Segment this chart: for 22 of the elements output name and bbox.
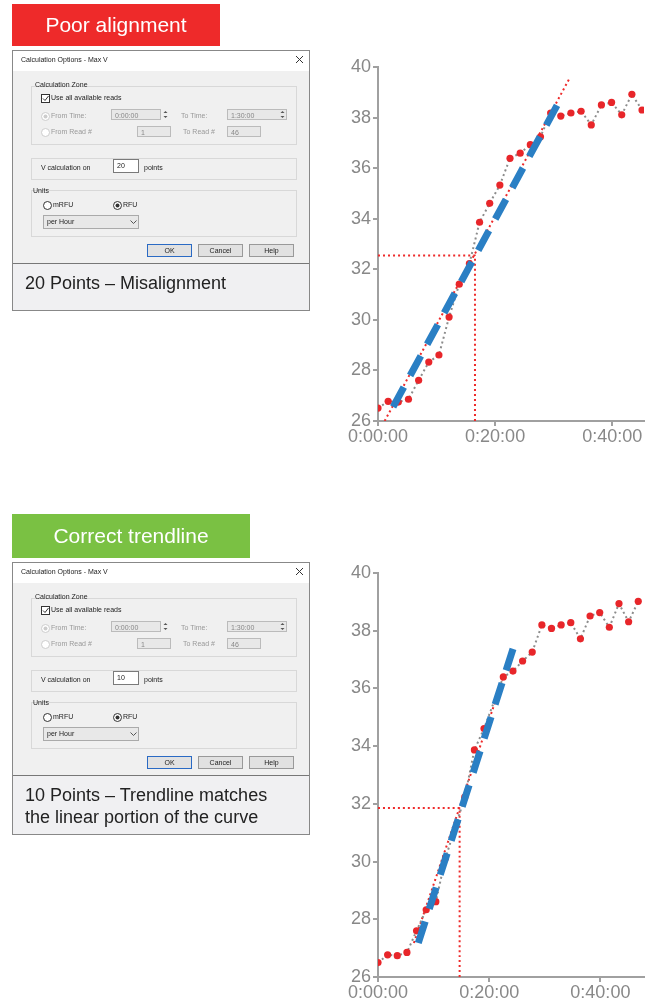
text: Poor alignment [12, 4, 220, 46]
x-tick-label: 0:40:00 [570, 981, 631, 1002]
x-tick-label: 0:40:00 [582, 425, 643, 446]
text: 10 Points – Trendline matches the linear portion of the curve [13, 776, 309, 834]
text: 20 Points – Misalignment [13, 264, 309, 310]
y-tick-label: 28 [350, 908, 371, 929]
y-tick-label: 30 [350, 850, 371, 871]
y-tick-label: 38 [350, 106, 371, 127]
y-tick-label: 36 [350, 157, 371, 178]
x-tick-label: 0:20:00 [459, 981, 520, 1002]
y-tick-label: 38 [350, 619, 371, 640]
y-tick-label: 32 [350, 792, 371, 813]
y-tick-label: 28 [350, 359, 371, 380]
y-tick-label: 36 [350, 677, 371, 698]
y-tick-label: 34 [350, 207, 371, 228]
y-tick-label: 34 [350, 735, 371, 756]
y-tick-label: 40 [350, 561, 371, 582]
text: Correct trendline [12, 514, 250, 558]
y-tick-label: 30 [350, 308, 371, 329]
y-tick-label: 32 [350, 258, 371, 279]
x-tick-label: 0:20:00 [465, 425, 526, 446]
y-tick-label: 40 [350, 55, 371, 76]
